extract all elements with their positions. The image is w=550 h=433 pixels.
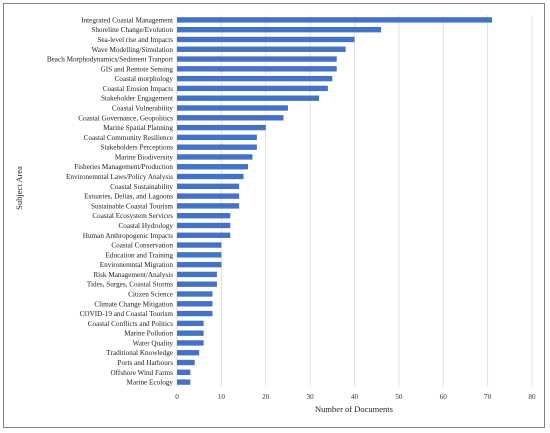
bar (177, 359, 195, 366)
category-label: Sea-level rise and Impacts (97, 36, 173, 44)
category-label: Environemntal Laws/Policy Analysis (66, 173, 173, 181)
category-label: Beach Morphodynamics/Sediment Tranport (47, 56, 173, 64)
category-label: Offshore Wind Farms (110, 369, 173, 377)
bar (177, 330, 204, 336)
category-label: Coastal Ecosystem Services (92, 212, 173, 220)
bar (177, 144, 257, 150)
bar (177, 222, 231, 229)
x-axis-title: Number of Documents (315, 404, 393, 414)
category-label: Marine Spatial Planning (103, 124, 173, 132)
bar (177, 232, 231, 238)
bar (177, 154, 253, 160)
bar (177, 26, 382, 33)
category-label: Wave Modelling/Simulation (92, 46, 174, 54)
bar (177, 379, 191, 385)
category-label: Marine Biodiversity (115, 153, 173, 161)
category-label: Coastal Community Resilience (84, 134, 173, 142)
category-label: COVID-19 and Coastal Tourism (80, 310, 174, 318)
category-label: Tides, Surges, Coastal Storms (87, 281, 173, 289)
figure-frame (3, 3, 545, 428)
bar (177, 124, 266, 131)
bar (177, 183, 240, 190)
bar (177, 164, 248, 170)
bar (177, 105, 288, 111)
bar (177, 369, 191, 376)
bar (177, 75, 333, 82)
bar (177, 252, 222, 258)
x-tick-label: 20 (262, 393, 270, 401)
x-tick-label: 80 (528, 393, 536, 401)
bar (177, 85, 328, 92)
category-labels: Integrated Coastal Management Shoreline C… (47, 16, 174, 386)
category-label: Risk Management/Analysis (93, 271, 173, 279)
y-axis-title: Subject Area (14, 166, 24, 210)
bar (177, 193, 240, 199)
category-label: Estuaries, Deltas, and Lagoons (84, 193, 173, 201)
bar (177, 134, 257, 141)
category-label: Climate Change Mitigation (94, 300, 173, 308)
category-label: Coastal Governance, Geopolitics (78, 114, 173, 122)
bars (177, 17, 493, 385)
category-label: Coastal Sustainability (110, 183, 173, 191)
category-label: Marine Pollution (124, 330, 173, 338)
bar (177, 340, 204, 346)
category-label: Environemntal Migration (100, 261, 174, 269)
category-label: Human Anthropogenic Impacts (83, 232, 173, 240)
category-label: Coastal Conservation (111, 242, 173, 250)
bar (177, 310, 213, 317)
x-tick-labels: 0 10 20 30 40 50 60 70 80 (175, 393, 536, 401)
x-tick-label: 40 (351, 393, 359, 401)
category-label: Coastal Conflicts and Politics (88, 320, 173, 328)
category-label: Stakeholder Engagement (101, 95, 173, 103)
bar (177, 320, 204, 327)
bar (177, 173, 244, 180)
bar (177, 203, 240, 209)
category-label: Ports and Harbours (118, 359, 174, 367)
x-tick-label: 50 (395, 393, 403, 401)
bar (177, 17, 493, 23)
category-label: Coastal Hydrology (119, 222, 174, 230)
bar (177, 242, 222, 248)
x-tick-label: 30 (307, 393, 315, 401)
bar (177, 212, 231, 219)
category-label: Traditional Knowledge (106, 349, 173, 357)
category-label: Citizen Science (128, 291, 173, 299)
bar (177, 271, 217, 278)
x-tick-label: 10 (218, 393, 226, 401)
category-label: Stakeholders Perceptions (101, 144, 174, 152)
bar (177, 46, 346, 52)
bar (177, 95, 319, 101)
category-label: Coastal Vulnerability (112, 105, 174, 113)
bar (177, 301, 213, 307)
x-tick-label: 0 (175, 393, 179, 401)
category-label: GIS and Remote Sensing (101, 65, 174, 73)
category-label: Fisheries Management/Production (74, 163, 173, 171)
bar (177, 281, 217, 287)
category-label: Marine Ecology (126, 379, 173, 387)
category-label: Coastal morphology (115, 75, 174, 83)
x-tick-label: 60 (440, 393, 448, 401)
bar (177, 291, 213, 297)
bar (177, 115, 284, 121)
category-label: Integrated Coastal Management (81, 16, 173, 24)
bar (177, 36, 355, 43)
category-label: Shoreline Change/Evolution (91, 26, 173, 34)
category-label: Water Quality (133, 339, 174, 347)
x-tick-label: 70 (484, 393, 492, 401)
bar (177, 66, 337, 72)
bar (177, 56, 337, 62)
bar (177, 261, 222, 268)
bar (177, 350, 200, 356)
category-label: Coastal Erosion Impacts (103, 85, 173, 93)
category-label: Sustainable Coastal Tourism (91, 202, 173, 210)
category-label: Education and Training (106, 251, 174, 259)
